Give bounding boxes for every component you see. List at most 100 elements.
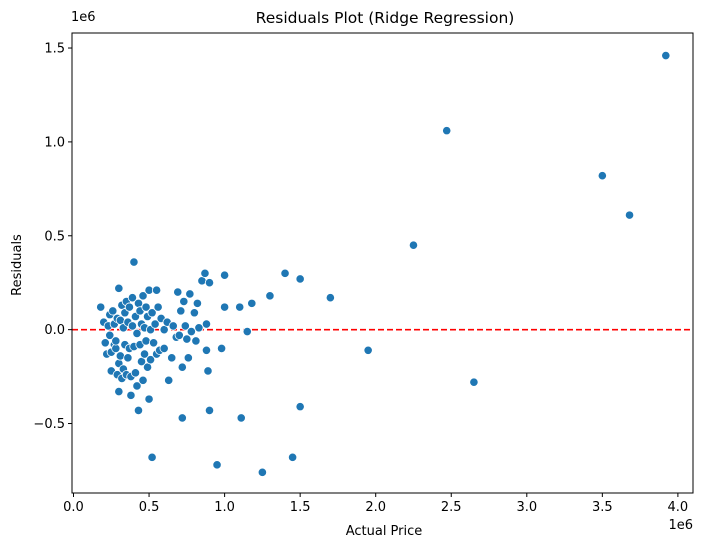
data-point: [597, 171, 607, 181]
data-point: [115, 351, 125, 361]
data-point: [127, 293, 138, 303]
x-tick-label: 2.0: [365, 500, 386, 515]
data-point: [152, 285, 162, 295]
data-point: [200, 268, 210, 278]
data-point: [236, 413, 246, 423]
data-point: [408, 240, 419, 250]
data-points: [96, 50, 671, 477]
data-point: [164, 375, 174, 385]
data-point: [139, 349, 150, 359]
data-point: [100, 338, 110, 348]
data-point: [173, 287, 183, 297]
x-tick-label: 0.5: [139, 500, 160, 515]
y-tick-label: 1.5: [44, 42, 65, 57]
y-tick-label: 0.5: [44, 229, 65, 244]
data-point: [167, 353, 177, 363]
data-point: [114, 283, 124, 293]
data-point: [138, 375, 148, 385]
data-point: [153, 302, 163, 312]
data-point: [469, 377, 479, 387]
data-point: [127, 321, 138, 331]
data-point: [105, 330, 115, 340]
data-point: [180, 321, 190, 331]
x-axis-scale-label: 1e6: [668, 518, 693, 533]
data-point: [191, 336, 201, 346]
data-point: [204, 278, 215, 288]
y-axis-label: Residuals: [10, 234, 25, 296]
data-point: [177, 413, 187, 423]
data-point: [194, 323, 204, 333]
data-point: [189, 308, 199, 318]
data-point: [141, 336, 151, 346]
y-axis-scale-label: 1e6: [71, 10, 96, 25]
data-point: [141, 302, 151, 312]
x-axis-label: Actual Price: [346, 524, 423, 539]
y-tick-label: 0.0: [44, 323, 65, 338]
data-point: [133, 405, 144, 415]
data-point: [185, 289, 195, 299]
data-point: [192, 298, 203, 308]
data-point: [177, 362, 187, 372]
data-point: [216, 343, 227, 354]
data-point: [442, 126, 452, 136]
data-point: [265, 291, 275, 301]
data-point: [176, 306, 186, 316]
data-point: [124, 302, 135, 312]
data-point: [247, 298, 257, 308]
data-point: [130, 368, 141, 378]
data-point: [144, 285, 154, 295]
data-point: [150, 319, 160, 329]
data-point: [201, 319, 212, 329]
data-point: [148, 338, 159, 348]
x-tick-label: 4.0: [668, 500, 689, 515]
data-point: [147, 452, 157, 462]
y-tick-label: −0.5: [33, 417, 65, 432]
data-point: [363, 345, 373, 355]
x-tick-label: 1.0: [214, 500, 235, 515]
data-point: [108, 306, 118, 316]
x-tick-label: 0.0: [63, 500, 84, 515]
data-point: [126, 390, 136, 400]
data-point: [220, 302, 230, 312]
data-point: [114, 387, 124, 397]
x-tick-label: 3.0: [516, 500, 537, 515]
data-point: [201, 345, 212, 355]
data-point: [168, 321, 178, 331]
x-tick-label: 1.5: [290, 500, 311, 515]
data-point: [144, 394, 154, 404]
data-point: [242, 326, 252, 337]
x-tick-label: 3.5: [592, 500, 613, 515]
data-point: [179, 296, 189, 307]
data-point: [147, 308, 157, 318]
data-point: [96, 302, 106, 312]
data-point: [132, 328, 142, 339]
data-point: [138, 291, 148, 301]
data-point: [183, 353, 193, 363]
data-point: [132, 381, 142, 391]
data-point: [661, 50, 671, 61]
chart-title: Residuals Plot (Ridge Regression): [256, 9, 515, 27]
data-point: [624, 210, 635, 220]
data-point: [174, 330, 184, 340]
data-point: [204, 405, 215, 415]
plot-frame: [71, 32, 694, 494]
data-point: [212, 460, 222, 470]
y-tick-label: 1.0: [44, 135, 65, 150]
data-point: [295, 402, 305, 412]
data-point: [145, 355, 156, 365]
data-point: [295, 274, 305, 284]
data-point: [287, 452, 298, 462]
data-point: [182, 334, 192, 344]
data-point: [123, 353, 133, 363]
data-point: [129, 257, 139, 267]
data-point: [280, 268, 290, 278]
data-point: [257, 467, 267, 477]
x-tick-label: 2.5: [441, 500, 462, 515]
data-point: [220, 270, 230, 280]
data-point: [111, 336, 121, 346]
data-point: [325, 293, 335, 303]
data-point: [159, 343, 169, 354]
data-point: [235, 302, 245, 312]
